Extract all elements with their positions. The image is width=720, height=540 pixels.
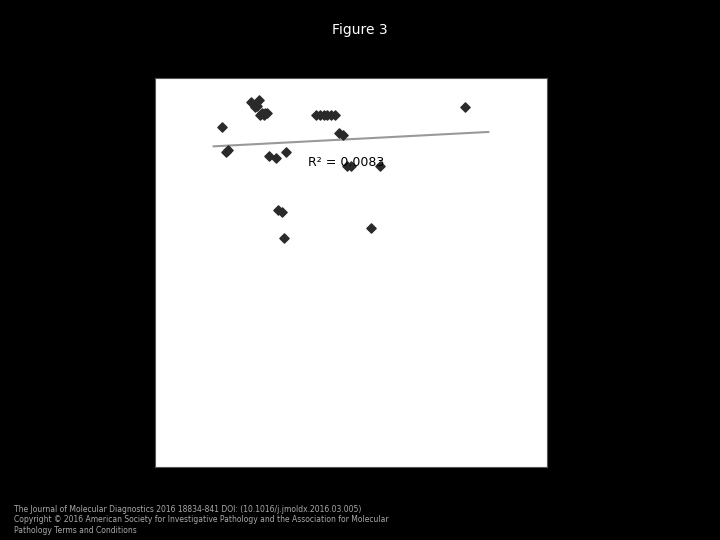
Point — [341, 161, 353, 170]
Point — [271, 154, 282, 163]
Point — [330, 111, 341, 119]
Point — [318, 111, 329, 119]
Point — [273, 206, 284, 215]
Text: Figure 3: Figure 3 — [332, 23, 388, 37]
Point — [246, 97, 257, 106]
Point — [322, 111, 333, 119]
Point — [314, 111, 325, 119]
X-axis label: Mean CGG repeats: Mean CGG repeats — [278, 499, 424, 513]
Point — [256, 109, 268, 118]
Point — [281, 148, 292, 157]
Point — [258, 111, 269, 119]
Point — [310, 111, 321, 119]
Point — [459, 103, 471, 112]
Point — [259, 109, 271, 118]
Point — [249, 103, 261, 112]
Point — [216, 123, 228, 131]
Point — [222, 146, 234, 154]
Point — [220, 148, 232, 157]
Point — [346, 161, 357, 170]
Point — [374, 161, 386, 170]
Point — [251, 101, 263, 110]
Text: R² = 0.0083: R² = 0.0083 — [308, 156, 384, 169]
Point — [276, 208, 288, 217]
Text: The Journal of Molecular Diagnostics 2016 18834-841 DOI: (10.1016/j.jmoldx.2016.: The Journal of Molecular Diagnostics 201… — [14, 505, 389, 535]
Point — [365, 224, 377, 232]
Point — [254, 111, 266, 119]
Point — [333, 129, 345, 137]
Point — [263, 152, 274, 160]
Point — [261, 109, 272, 118]
Y-axis label: Mean FMR1 methylation: Mean FMR1 methylation — [102, 178, 116, 368]
Point — [325, 111, 337, 119]
Point — [253, 96, 264, 104]
Point — [279, 233, 290, 242]
Point — [338, 130, 349, 139]
